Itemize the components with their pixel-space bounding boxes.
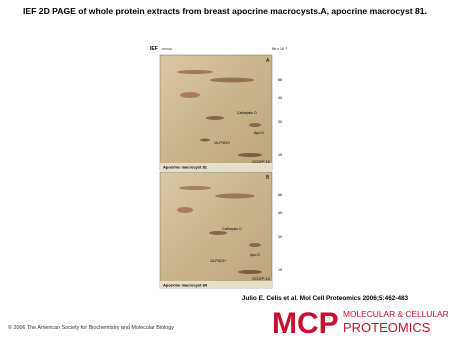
mw-marker: 45 xyxy=(278,211,282,215)
ief-label: IEF xyxy=(150,46,158,52)
mw-marker: 45 xyxy=(278,96,282,100)
spot-label: 15-PGDH xyxy=(210,259,226,263)
mw-marker: 30 xyxy=(278,235,282,239)
spot-label: Apo D xyxy=(250,253,260,257)
mw-marker: 66 xyxy=(278,78,282,82)
panel-letter: B xyxy=(266,175,270,181)
mw-marker: 15 xyxy=(278,153,282,157)
gel-panel: Apocrine macrocyst 81 A Cathepsin D Apo … xyxy=(159,54,273,171)
gel-panel: Apocrine macrocyst 84 B Cathepsin D Apo … xyxy=(159,171,273,289)
logo-line: PROTEOMICS xyxy=(343,320,431,335)
journal-logo: MCP MOLECULAR & CELLULAR PROTEOMICS xyxy=(272,307,449,338)
mw-marker: 30 xyxy=(278,120,282,124)
mw-axis: 66 45 30 15 xyxy=(278,193,282,272)
spot-label: Cathepsin D xyxy=(237,111,257,115)
citation: Julio E. Celis et al. Mol Cell Proteomic… xyxy=(242,295,409,302)
mw-axis: 66 45 30 15 xyxy=(278,78,282,157)
copyright: © 2006 The American Society for Biochemi… xyxy=(8,324,174,331)
mr-label: Mr x 10⁻³ xyxy=(272,47,288,51)
panel-letter: A xyxy=(266,58,270,64)
mw-marker: 15 xyxy=(278,268,282,272)
logo-mark: MCP xyxy=(272,307,339,338)
mw-marker: 66 xyxy=(278,193,282,197)
spot-label: 15-PGDH xyxy=(214,141,230,145)
panel-caption: Apocrine macrocyst 84 xyxy=(163,283,208,288)
logo-line: MOLECULAR & CELLULAR xyxy=(343,309,449,319)
spot-label: GCDFP-15 xyxy=(252,277,270,281)
spot-label: Apo D xyxy=(254,131,264,135)
spot-label: GCDFP-15 xyxy=(252,160,270,164)
slide-title: IEF 2D PAGE of whole protein extracts fr… xyxy=(23,6,427,16)
spot-label: Cathepsin D xyxy=(222,227,242,231)
panel-caption: Apocrine macrocyst 81 xyxy=(163,165,208,170)
